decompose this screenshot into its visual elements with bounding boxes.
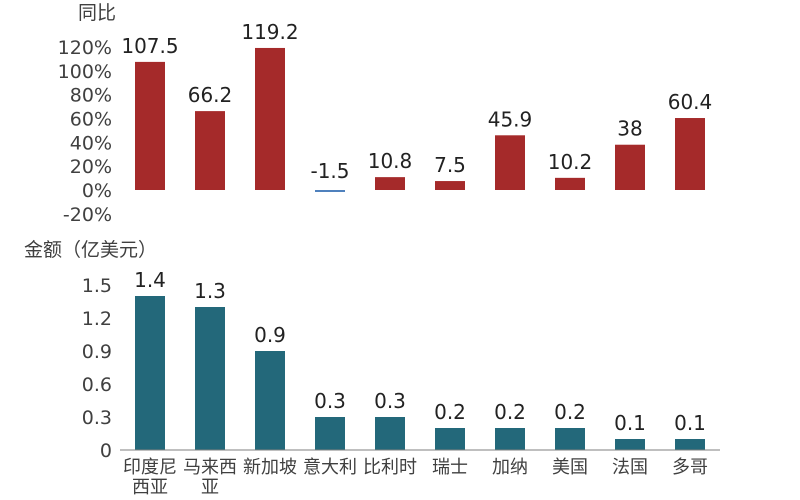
yoy-data-label: -1.5: [310, 159, 349, 183]
amount-data-label: 0.1: [674, 411, 706, 435]
yoy-bars: [135, 47, 705, 192]
yoy-bar: [675, 118, 705, 190]
amount-data-label: 1.3: [194, 279, 226, 303]
category-label: 加纳: [492, 457, 528, 478]
yoy-bar: [555, 177, 585, 190]
amount-data-label: 0.2: [554, 400, 586, 424]
amount-bar: [135, 296, 165, 450]
amount-data-label: 0.1: [614, 411, 646, 435]
amount-y-tick-label: 0: [100, 440, 112, 462]
category-label: 法国: [612, 457, 648, 478]
yoy-bar: [135, 61, 165, 191]
amount-bar: [435, 428, 465, 450]
yoy-y-tick-label: 100%: [58, 61, 112, 83]
amount-data-label: 1.4: [134, 268, 166, 292]
amount-bar: [495, 428, 525, 450]
category-label: 亚: [201, 477, 219, 498]
yoy-data-labels: 107.5 66.2 119.2 -1.5 10.8 7.5 45.9 10.2 38 60.4: [121, 20, 712, 183]
yoy-data-label: 60.4: [668, 90, 713, 114]
amount-y-tick-label: 0.3: [82, 407, 112, 429]
amount-data-labels: 1.4 1.3 0.9 0.3 0.3 0.2 0.2 0.2 0.1 0.1: [134, 268, 706, 435]
amount-y-tick-label: 1.2: [82, 308, 112, 330]
yoy-data-label: 66.2: [188, 83, 233, 107]
category-label: 新加坡: [243, 457, 297, 478]
amount-y-tick-label: 0.9: [82, 341, 112, 363]
amount-data-label: 0.2: [494, 400, 526, 424]
yoy-data-label: 38: [617, 117, 642, 141]
yoy-y-tick-label: 40%: [70, 132, 112, 154]
yoy-axis-title: 同比: [78, 2, 116, 24]
category-label: 美国: [552, 457, 588, 478]
yoy-y-tick-label: 120%: [58, 37, 112, 59]
yoy-chart: 同比 120%100%80%60%40%20%0%-20% 107.566.21…: [58, 2, 713, 226]
yoy-y-ticks: 120%100%80%60%40%20%0%-20%: [58, 37, 112, 226]
yoy-data-label: 7.5: [434, 153, 466, 177]
amount-data-label: 0.3: [374, 389, 406, 413]
yoy-y-tick-label: 20%: [70, 156, 112, 178]
yoy-y-tick-label: 60%: [70, 109, 112, 131]
yoy-bar: [615, 144, 645, 190]
amount-chart: 金额（亿美元） 1.5 1.2 0.9 0.6 0.3 0 1.4 1.3 0.9 0.3 0.3…: [24, 239, 720, 498]
category-label: 多哥: [672, 457, 708, 478]
yoy-bar: [495, 135, 525, 190]
amount-data-label: 0.2: [434, 400, 466, 424]
yoy-bar: [435, 181, 465, 190]
yoy-y-tick-label: 80%: [70, 85, 112, 107]
yoy-bar: [195, 111, 225, 190]
amount-bar: [615, 439, 645, 450]
amount-bar: [195, 307, 225, 450]
category-label: 瑞士: [432, 457, 468, 478]
yoy-bar: [375, 177, 405, 190]
category-label: 比利时: [363, 457, 417, 478]
amount-y-tick-label: 0.6: [82, 374, 112, 396]
amount-y-ticks: 1.5 1.2 0.9 0.6 0.3 0: [82, 275, 112, 462]
category-label: 西亚: [132, 477, 168, 498]
amount-data-label: 0.9: [254, 323, 286, 347]
category-label: 马来西: [183, 457, 237, 478]
amount-bar: [315, 417, 345, 450]
yoy-bar: [315, 190, 345, 192]
category-label: 印度尼: [123, 457, 177, 478]
amount-bar: [675, 439, 705, 450]
yoy-y-tick-label: -20%: [63, 204, 112, 226]
amount-axis-title: 金额（亿美元）: [24, 239, 157, 261]
yoy-data-label: 10.2: [548, 150, 593, 174]
yoy-y-tick-label: 0%: [82, 180, 112, 202]
yoy-data-label: 119.2: [241, 20, 298, 44]
category-label: 意大利: [303, 457, 357, 478]
yoy-data-label: 10.8: [368, 149, 413, 173]
amount-bars: [135, 296, 705, 450]
amount-data-label: 0.3: [314, 389, 346, 413]
amount-y-tick-label: 1.5: [82, 275, 112, 297]
yoy-bar: [255, 47, 285, 190]
amount-bar: [555, 428, 585, 450]
amount-bar: [255, 351, 285, 450]
yoy-data-label: 45.9: [488, 107, 533, 131]
amount-bar: [375, 417, 405, 450]
yoy-data-label: 107.5: [121, 34, 178, 58]
